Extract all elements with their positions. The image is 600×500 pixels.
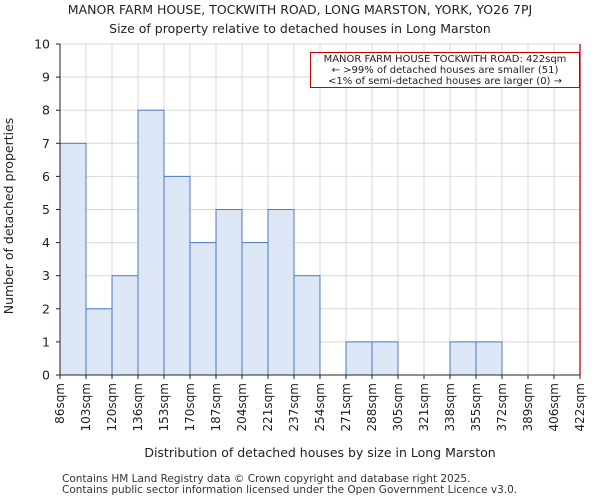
- x-tick-label: 187sqm: [209, 383, 223, 431]
- y-tick-label: 7: [42, 136, 50, 151]
- histogram-bar: [59, 142, 87, 376]
- x-tick-label: 204sqm: [235, 383, 249, 431]
- histogram-bar: [111, 275, 139, 376]
- x-tick-label: 136sqm: [131, 383, 145, 431]
- histogram-bar: [293, 275, 321, 376]
- x-tick-label: 221sqm: [261, 383, 275, 431]
- histogram-bar: [475, 341, 503, 376]
- x-tick-label: 355sqm: [469, 383, 483, 431]
- y-tick-label: 10: [34, 37, 50, 52]
- histogram-bar: [189, 242, 217, 376]
- x-tick-label: 406sqm: [547, 383, 561, 431]
- property-annotation-box: MANOR FARM HOUSE TOCKWITH ROAD: 422sqm ←…: [310, 52, 580, 88]
- footer-licence: Contains public sector information licen…: [62, 484, 518, 496]
- footer-copyright: Contains HM Land Registry data © Crown c…: [62, 473, 471, 485]
- x-tick-label: 321sqm: [417, 383, 431, 431]
- histogram-bar: [85, 308, 113, 376]
- x-tick-label: 305sqm: [391, 383, 405, 431]
- histogram-bar: [449, 341, 477, 376]
- x-tick-label: 120sqm: [105, 383, 119, 431]
- y-tick-label: 4: [42, 235, 50, 250]
- x-tick-label: 103sqm: [79, 383, 93, 431]
- histogram-bar: [371, 341, 399, 376]
- histogram-bar: [163, 175, 191, 376]
- x-tick-label: 422sqm: [573, 383, 587, 431]
- y-axis-label: Number of detached properties: [1, 118, 16, 315]
- y-tick-label: 6: [42, 169, 50, 184]
- x-tick-label: 372sqm: [495, 383, 509, 431]
- x-tick-label: 153sqm: [157, 383, 171, 431]
- histogram-bar: [137, 109, 165, 376]
- x-tick-label: 170sqm: [183, 383, 197, 431]
- annotation-line-1: MANOR FARM HOUSE TOCKWITH ROAD: 422sqm: [323, 54, 567, 65]
- y-tick-label: 9: [42, 70, 50, 85]
- y-tick-label: 8: [42, 103, 50, 118]
- y-tick-label: 1: [42, 334, 50, 349]
- y-tick-label: 2: [42, 301, 50, 316]
- histogram-bar: [345, 341, 373, 376]
- annotation-line-2: ← >99% of detached houses are smaller (5…: [331, 65, 559, 76]
- y-tick-label: 0: [42, 368, 50, 383]
- chart-subtitle: Size of property relative to detached ho…: [109, 21, 491, 36]
- annotation-line-3: <1% of semi-detached houses are larger (…: [327, 76, 563, 87]
- y-tick-label: 5: [42, 202, 50, 217]
- x-tick-label: 271sqm: [339, 383, 353, 431]
- y-tick-label: 3: [42, 268, 50, 283]
- x-tick-label: 389sqm: [521, 383, 535, 431]
- x-tick-label: 338sqm: [443, 383, 457, 431]
- x-tick-label: 86sqm: [53, 383, 67, 424]
- chart-title: MANOR FARM HOUSE, TOCKWITH ROAD, LONG MA…: [67, 2, 533, 17]
- x-tick-label: 288sqm: [365, 383, 379, 431]
- histogram-bar: [215, 209, 243, 376]
- histogram-bar: [267, 209, 295, 376]
- histogram-bar: [241, 242, 269, 376]
- x-tick-label: 237sqm: [287, 383, 301, 431]
- x-tick-label: 254sqm: [313, 383, 327, 431]
- x-axis-label: Distribution of detached houses by size …: [144, 445, 495, 460]
